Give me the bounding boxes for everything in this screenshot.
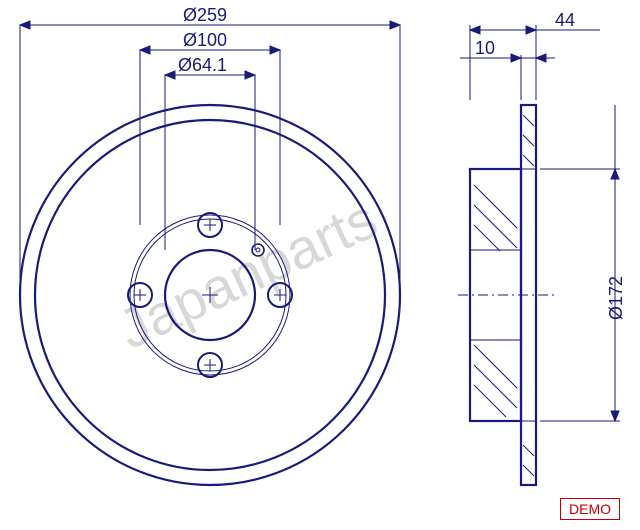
dim-d100: Ø100 <box>183 30 227 50</box>
demo-badge: DEMO <box>560 498 620 520</box>
dim-t10: 10 <box>475 38 495 58</box>
dim-d259: Ø259 <box>183 5 227 25</box>
dim-d641: Ø64.1 <box>178 55 227 75</box>
watermark-text: Japanparts <box>108 187 386 361</box>
dim-d172: Ø172 <box>606 276 626 320</box>
side-dimension-lines <box>460 25 620 421</box>
front-view <box>20 105 400 485</box>
side-view <box>458 105 555 485</box>
dim-w44: 44 <box>555 10 575 30</box>
